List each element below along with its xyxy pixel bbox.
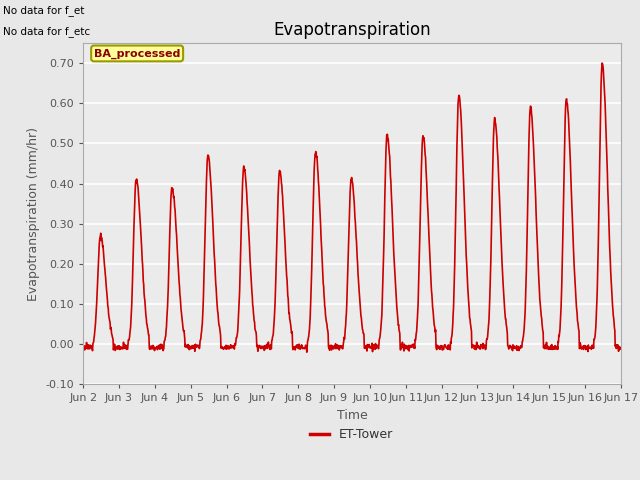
X-axis label: Time: Time — [337, 408, 367, 421]
Text: BA_processed: BA_processed — [94, 48, 180, 59]
Title: Evapotranspiration: Evapotranspiration — [273, 21, 431, 39]
Legend: ET-Tower: ET-Tower — [305, 423, 399, 446]
Text: No data for f_et: No data for f_et — [3, 5, 84, 16]
Y-axis label: Evapotranspiration (mm/hr): Evapotranspiration (mm/hr) — [27, 127, 40, 300]
Text: No data for f_etc: No data for f_etc — [3, 26, 90, 37]
